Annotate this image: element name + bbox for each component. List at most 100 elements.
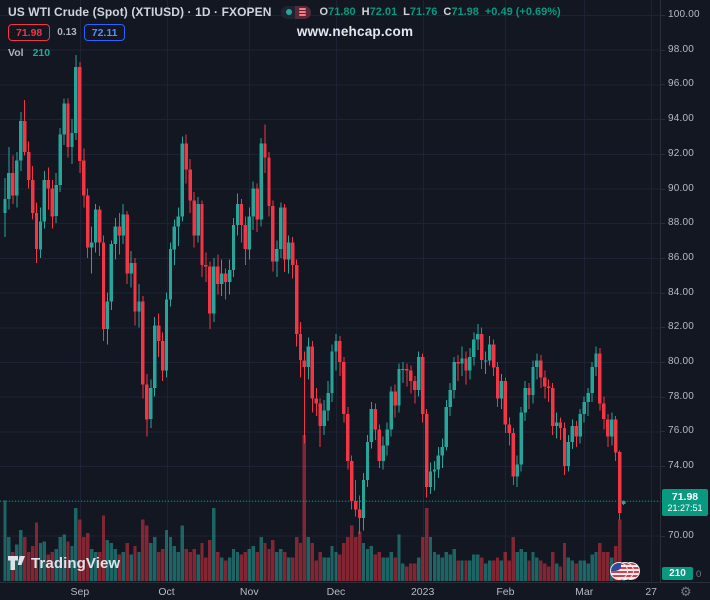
tradingview-logo[interactable]: TradingView <box>8 555 120 572</box>
candle-wick <box>457 355 459 382</box>
candle-body <box>26 152 31 180</box>
volume-bar <box>330 546 334 581</box>
price-axis-label: 70.00 <box>668 529 695 541</box>
candle-body <box>562 427 567 467</box>
volume-bar <box>231 548 236 581</box>
candle-body <box>271 205 275 262</box>
volume-bar <box>617 519 622 581</box>
volume-bar <box>58 537 62 581</box>
volume-bar <box>302 435 307 581</box>
gear-icon[interactable]: ⚙ <box>680 584 692 599</box>
status-dot-icon <box>285 9 292 15</box>
candle-body <box>172 226 177 250</box>
volume-legend: Vol 210 <box>8 47 50 59</box>
time-axis-label: Dec <box>326 586 346 598</box>
candle-body <box>223 273 228 283</box>
candle-body <box>558 422 563 428</box>
volume-bar <box>346 537 350 581</box>
volume-bar <box>503 551 508 581</box>
candle-body <box>109 244 114 302</box>
candle-body <box>346 414 350 461</box>
volume-bar <box>137 551 141 581</box>
candle-body <box>405 368 409 371</box>
candle-body <box>507 424 511 434</box>
candle-body <box>188 169 192 201</box>
candlestick-chart[interactable] <box>0 0 660 582</box>
ask-button[interactable]: 72.11 <box>83 24 126 41</box>
candle-body <box>46 179 50 189</box>
volume-label: Vol <box>8 47 24 59</box>
volume-bar <box>476 554 480 581</box>
volume-bar <box>424 508 429 581</box>
volume-bar <box>227 557 232 581</box>
tradingview-glyph-icon <box>8 556 25 570</box>
volume-bar <box>468 560 472 581</box>
candle-body <box>594 353 598 368</box>
candle-body <box>23 120 27 152</box>
candle-body <box>302 360 307 368</box>
bid-button[interactable]: 71.98 <box>8 24 51 41</box>
volume-bar <box>82 537 86 581</box>
candle-body <box>133 263 137 312</box>
volume-bar <box>141 519 145 581</box>
candle-body <box>306 346 311 368</box>
candle-body <box>523 388 527 413</box>
volume-bar <box>519 548 523 581</box>
volume-bar <box>279 548 283 581</box>
candle-body <box>290 242 295 265</box>
candle-body <box>82 160 86 196</box>
volume-bar <box>184 548 188 581</box>
candle-body <box>204 264 208 267</box>
volume-bar <box>487 560 492 581</box>
volume-bar <box>54 548 58 581</box>
candle-body <box>42 179 47 222</box>
price-axis-tick <box>661 362 665 363</box>
candle-body <box>515 464 519 477</box>
candle-wick <box>548 379 550 402</box>
volume-bar <box>34 522 39 581</box>
low-label: L <box>403 6 410 18</box>
volume-bar <box>574 563 578 581</box>
candle-body <box>393 391 397 406</box>
volume-value: 210 <box>32 47 51 59</box>
candle-body <box>503 381 508 425</box>
volume-bar <box>507 560 511 581</box>
price-axis-label: 76.00 <box>668 425 695 437</box>
candle-body <box>58 134 62 185</box>
price-axis-tick <box>661 292 665 294</box>
market-status-icon[interactable] <box>280 5 311 19</box>
volume-bar <box>255 551 259 581</box>
price-axis-tick <box>661 431 665 433</box>
candle-body <box>621 501 626 505</box>
volume-bar <box>121 551 125 581</box>
volume-bar <box>397 534 401 581</box>
volume-bar <box>62 534 66 581</box>
price-axis-tick <box>661 15 665 16</box>
candle-wick <box>335 334 337 371</box>
candle-body <box>401 368 405 370</box>
candle-body <box>578 414 582 437</box>
candle-body <box>200 204 204 265</box>
volume-bar <box>164 529 169 581</box>
volume-bar <box>606 551 610 581</box>
time-axis[interactable]: Sep Oct Nov Dec 2023 Feb Mar 27 ⚙ <box>0 582 710 600</box>
volume-bar <box>448 554 452 581</box>
candle-body <box>480 334 484 361</box>
volume-bar <box>251 546 255 581</box>
candle-body <box>11 172 15 196</box>
volume-bar <box>444 551 448 581</box>
volume-bar <box>531 551 535 581</box>
candle-body <box>487 344 492 361</box>
price-axis[interactable]: 100.00 98.00 96.00 94.00 92.00 90.00 88.00 86.0… <box>660 0 710 582</box>
candle-body <box>495 367 500 399</box>
candle-body <box>137 301 141 312</box>
volume-bar <box>235 551 240 581</box>
candle-body <box>145 384 149 420</box>
volume-bar <box>322 557 326 581</box>
symbol-title[interactable]: US WTI Crude (Spot) (XTIUSD) · 1D · FXOP… <box>8 5 272 19</box>
volume-bar <box>310 543 314 581</box>
volume-bar <box>365 548 370 581</box>
candle-body <box>15 160 19 196</box>
volume-bar <box>527 560 531 581</box>
time-axis-label: Nov <box>239 586 259 598</box>
